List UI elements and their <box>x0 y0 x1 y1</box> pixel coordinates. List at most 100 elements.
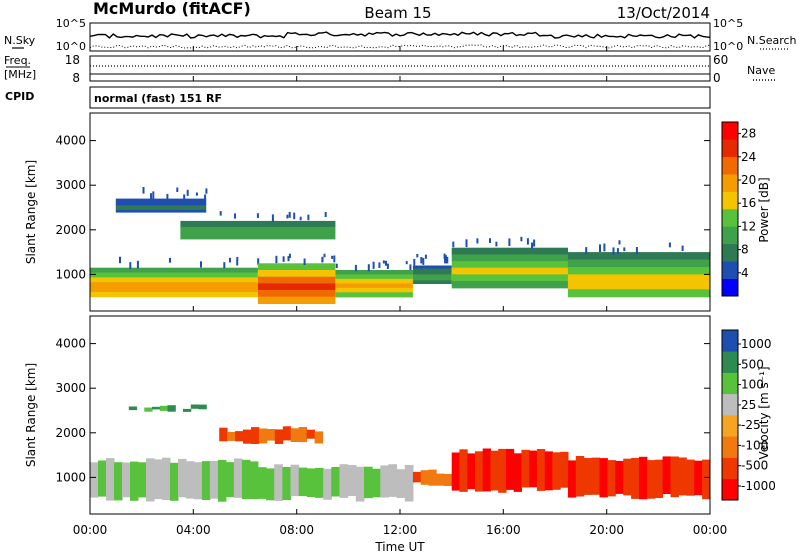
velocity-xticks: 00:00 04:00 08:00 12:00 16:00 20:00 00:00 <box>73 46 727 537</box>
power-cell <box>567 274 710 283</box>
power-colorbar-tick-label: 8 <box>741 243 749 257</box>
freq-unit: [MHz] <box>4 68 36 81</box>
velocity-cell <box>513 453 522 492</box>
power-speck <box>234 213 236 219</box>
power-cell <box>90 291 258 298</box>
power-speck <box>618 240 621 245</box>
power-colorbar-swatch <box>722 174 738 192</box>
velocity-cell <box>266 468 275 501</box>
velocity-cell <box>529 450 538 488</box>
velocity-cell <box>154 459 163 500</box>
velocity-cell <box>219 427 228 442</box>
power-cell <box>180 232 336 237</box>
velocity-cell <box>306 429 315 439</box>
power-speck <box>533 239 536 247</box>
power-speck <box>282 256 285 262</box>
power-speck <box>386 263 389 269</box>
velocity-cell <box>372 468 381 498</box>
power-cell <box>412 280 452 284</box>
power-speck <box>354 264 357 272</box>
velocity-cell <box>388 464 398 497</box>
power-speck <box>205 188 208 194</box>
power-speck <box>223 262 226 269</box>
xtick-label: 08:00 <box>279 523 314 537</box>
velocity-cell <box>474 451 484 492</box>
ytick-label: 2000 <box>55 223 86 237</box>
velocity-colorbar-swatch <box>722 457 738 480</box>
power-speck <box>136 260 139 269</box>
velocity-cell <box>128 406 138 411</box>
velocity-cell <box>183 408 192 412</box>
velocity-cell <box>306 468 316 497</box>
power-speck <box>409 264 412 270</box>
power-colorbar-label: Power [dB] <box>757 177 771 242</box>
velocity-colorbar-tick-label: -500 <box>741 459 768 473</box>
power-speck <box>405 261 408 265</box>
velocity-cell <box>482 448 491 492</box>
velocity-cell <box>106 458 115 501</box>
noise-tick-right-bottom: 10^0 <box>713 40 743 53</box>
power-speck <box>333 255 336 263</box>
power-speck <box>476 238 479 244</box>
power-cell <box>180 223 336 228</box>
velocity-cell <box>670 456 679 498</box>
velocity-cell <box>323 468 332 500</box>
power-colorbar-swatch <box>722 278 738 297</box>
velocity-cell <box>138 462 147 498</box>
power-cell <box>90 282 258 288</box>
velocity-cell <box>339 464 349 498</box>
velocity-cell <box>505 448 515 490</box>
velocity-cell <box>552 452 561 490</box>
velocity-cell <box>98 460 107 497</box>
velocity-cell <box>678 457 687 496</box>
power-speck <box>616 248 619 255</box>
ytick-label: 4000 <box>55 134 86 148</box>
power-speck <box>422 257 425 265</box>
power-cell <box>90 267 258 274</box>
power-speck <box>526 238 529 245</box>
power-speck <box>635 247 638 255</box>
velocity-cell <box>498 448 507 493</box>
power-colorbar-tick-label: 12 <box>741 219 756 233</box>
velocity-cell <box>114 462 123 501</box>
velocity-cell <box>170 462 179 501</box>
velocity-cell <box>274 429 284 444</box>
power-speck <box>424 254 427 259</box>
velocity-cell <box>654 459 664 498</box>
velocity-yticks: 1000 2000 3000 4000 <box>55 337 710 484</box>
noise-tick-left-bottom: 10^0 <box>56 40 86 53</box>
power-colorbar-swatch <box>722 226 738 245</box>
velocity-cell <box>249 461 259 500</box>
power-speck <box>176 187 179 192</box>
velocity-cell <box>331 467 340 497</box>
velocity-cell <box>190 404 200 409</box>
velocity-cell <box>599 458 608 498</box>
power-cell <box>412 265 452 270</box>
power-speck <box>293 212 296 220</box>
velocity-cell <box>631 457 640 499</box>
power-cell <box>567 259 710 268</box>
power-cell <box>115 200 207 204</box>
velocity-cell <box>152 406 161 410</box>
velocity-cell <box>646 460 656 499</box>
freq-label: Freq. <box>4 54 31 67</box>
xtick-label: 12:00 <box>383 523 418 537</box>
power-colorbar-tick-label: 24 <box>741 150 756 164</box>
power-cell <box>335 292 413 298</box>
velocity-cell <box>404 465 414 502</box>
power-speck <box>321 256 324 263</box>
xtick-label: 20:00 <box>589 523 624 537</box>
ytick-label: 2000 <box>55 426 86 440</box>
power-cell <box>335 287 413 293</box>
velocity-cell <box>146 458 155 502</box>
velocity-cell <box>159 405 169 411</box>
ytick-label: 4000 <box>55 337 86 351</box>
power-speck <box>452 241 455 248</box>
power-cell <box>115 205 207 209</box>
velocity-cell <box>315 467 324 498</box>
velocity-cell <box>167 405 176 412</box>
velocity-cell <box>90 462 99 498</box>
velocity-cell <box>521 449 530 488</box>
power-speck <box>416 254 419 258</box>
